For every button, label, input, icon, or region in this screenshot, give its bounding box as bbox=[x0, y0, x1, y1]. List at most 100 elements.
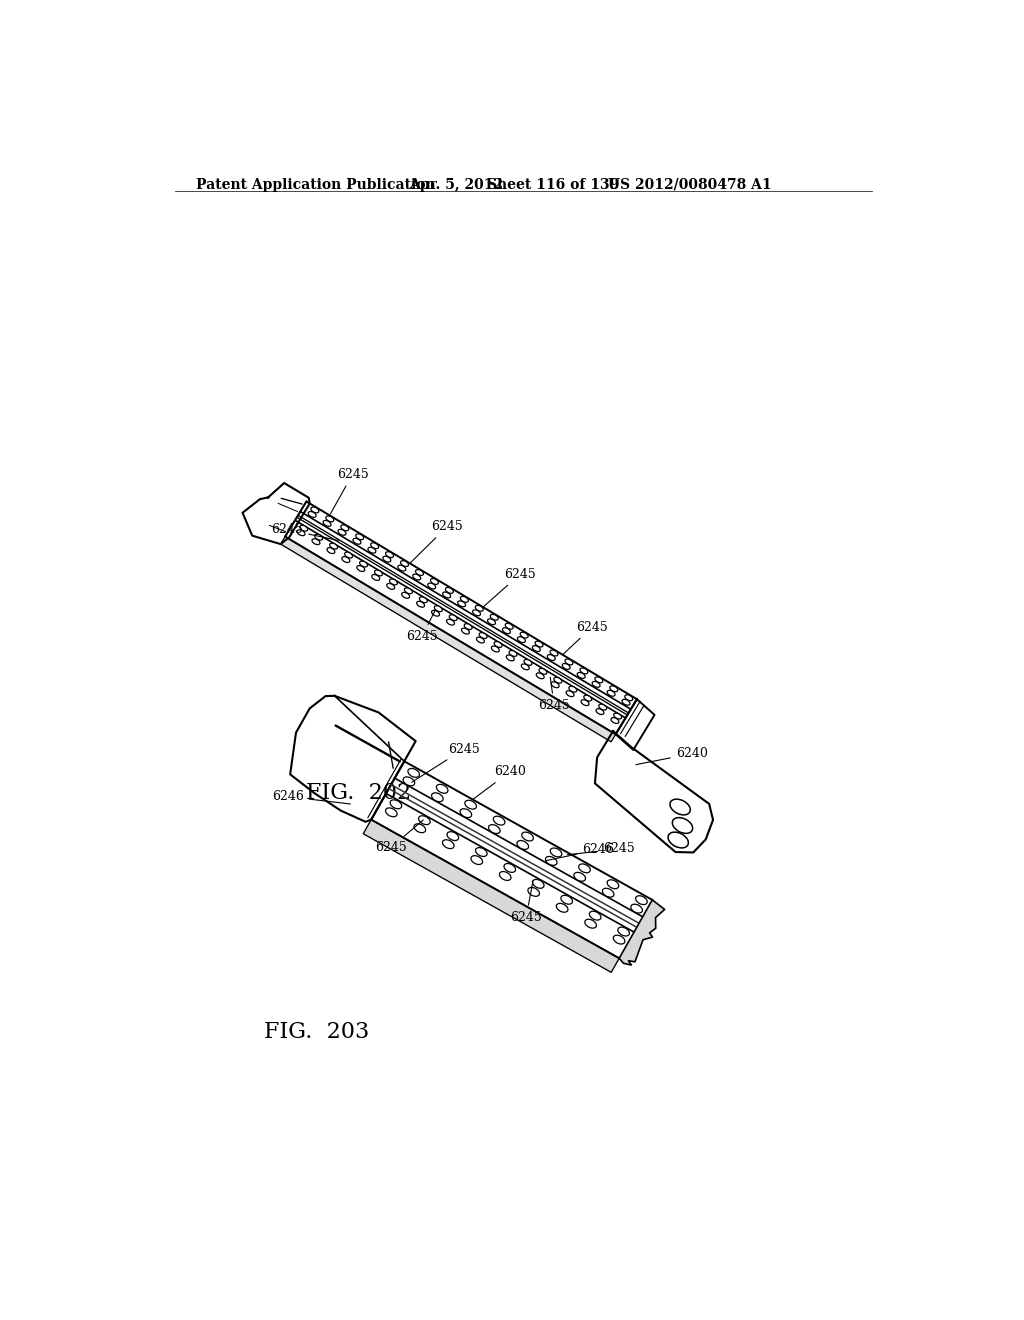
Ellipse shape bbox=[490, 614, 499, 620]
Ellipse shape bbox=[573, 873, 586, 882]
Ellipse shape bbox=[550, 847, 562, 857]
Ellipse shape bbox=[408, 768, 420, 777]
Ellipse shape bbox=[565, 659, 572, 665]
Ellipse shape bbox=[631, 904, 642, 913]
Ellipse shape bbox=[386, 552, 393, 557]
Text: Apr. 5, 2012: Apr. 5, 2012 bbox=[410, 178, 504, 191]
Ellipse shape bbox=[445, 587, 454, 593]
Ellipse shape bbox=[330, 544, 338, 549]
Ellipse shape bbox=[579, 863, 590, 873]
Ellipse shape bbox=[404, 587, 413, 594]
Text: FIG.  202: FIG. 202 bbox=[306, 781, 412, 804]
Ellipse shape bbox=[327, 548, 335, 553]
Ellipse shape bbox=[488, 825, 500, 833]
Ellipse shape bbox=[487, 619, 496, 624]
Ellipse shape bbox=[401, 593, 410, 598]
Ellipse shape bbox=[431, 793, 443, 801]
Text: 6245: 6245 bbox=[483, 568, 537, 607]
Ellipse shape bbox=[324, 520, 331, 527]
Text: 6245: 6245 bbox=[375, 820, 423, 854]
Polygon shape bbox=[364, 820, 620, 973]
Text: Sheet 116 of 139: Sheet 116 of 139 bbox=[486, 178, 620, 191]
Ellipse shape bbox=[670, 799, 690, 814]
Text: FIG.  203: FIG. 203 bbox=[263, 1020, 369, 1043]
Ellipse shape bbox=[566, 690, 574, 697]
Ellipse shape bbox=[458, 601, 466, 607]
Polygon shape bbox=[620, 900, 665, 965]
Ellipse shape bbox=[353, 539, 360, 544]
Ellipse shape bbox=[517, 636, 525, 643]
Ellipse shape bbox=[613, 713, 622, 719]
Ellipse shape bbox=[476, 638, 484, 643]
Ellipse shape bbox=[311, 507, 318, 513]
Ellipse shape bbox=[314, 535, 323, 540]
Polygon shape bbox=[372, 762, 652, 958]
Text: 6245: 6245 bbox=[410, 520, 463, 564]
Ellipse shape bbox=[517, 841, 528, 849]
Ellipse shape bbox=[622, 700, 630, 705]
Polygon shape bbox=[285, 502, 637, 734]
Ellipse shape bbox=[471, 855, 482, 865]
Ellipse shape bbox=[368, 548, 376, 553]
Ellipse shape bbox=[596, 709, 604, 714]
Ellipse shape bbox=[599, 704, 606, 710]
Ellipse shape bbox=[356, 565, 365, 572]
Ellipse shape bbox=[341, 525, 349, 531]
Ellipse shape bbox=[414, 824, 426, 833]
Ellipse shape bbox=[610, 686, 617, 692]
Text: 6245: 6245 bbox=[563, 620, 608, 655]
Text: 6245: 6245 bbox=[271, 523, 339, 540]
Ellipse shape bbox=[355, 533, 364, 540]
Ellipse shape bbox=[387, 583, 394, 589]
Ellipse shape bbox=[419, 816, 430, 825]
Ellipse shape bbox=[532, 645, 541, 652]
Ellipse shape bbox=[446, 619, 455, 626]
Text: 6240: 6240 bbox=[636, 747, 708, 764]
Ellipse shape bbox=[390, 800, 401, 809]
Ellipse shape bbox=[547, 655, 555, 660]
Ellipse shape bbox=[326, 516, 334, 521]
Ellipse shape bbox=[479, 632, 487, 639]
Ellipse shape bbox=[462, 628, 469, 634]
Ellipse shape bbox=[297, 529, 305, 536]
Text: 6245: 6245 bbox=[406, 610, 437, 643]
Ellipse shape bbox=[345, 552, 352, 558]
Ellipse shape bbox=[400, 561, 409, 566]
Ellipse shape bbox=[338, 529, 346, 535]
Ellipse shape bbox=[668, 832, 688, 847]
Ellipse shape bbox=[556, 903, 568, 912]
Polygon shape bbox=[290, 696, 416, 822]
Text: 6245: 6245 bbox=[510, 882, 542, 924]
Text: 6240: 6240 bbox=[473, 766, 525, 800]
Ellipse shape bbox=[371, 543, 379, 549]
Text: 6246: 6246 bbox=[271, 791, 350, 804]
Ellipse shape bbox=[595, 677, 603, 682]
Ellipse shape bbox=[430, 578, 438, 585]
Ellipse shape bbox=[342, 557, 350, 562]
Ellipse shape bbox=[434, 606, 442, 611]
Ellipse shape bbox=[450, 615, 457, 620]
Ellipse shape bbox=[602, 888, 614, 898]
Ellipse shape bbox=[398, 565, 406, 572]
Ellipse shape bbox=[494, 816, 505, 825]
Ellipse shape bbox=[580, 668, 588, 673]
Ellipse shape bbox=[625, 694, 633, 701]
Ellipse shape bbox=[436, 784, 447, 793]
Text: 6246: 6246 bbox=[546, 843, 614, 861]
Polygon shape bbox=[243, 483, 309, 544]
Ellipse shape bbox=[386, 808, 397, 817]
Ellipse shape bbox=[372, 574, 380, 581]
Ellipse shape bbox=[520, 632, 528, 638]
Ellipse shape bbox=[461, 597, 468, 602]
Ellipse shape bbox=[528, 887, 540, 896]
Ellipse shape bbox=[464, 623, 472, 630]
Ellipse shape bbox=[636, 896, 647, 904]
Ellipse shape bbox=[359, 561, 368, 566]
Ellipse shape bbox=[492, 645, 500, 652]
Ellipse shape bbox=[524, 660, 531, 665]
Ellipse shape bbox=[375, 570, 382, 576]
Ellipse shape bbox=[581, 700, 589, 706]
Ellipse shape bbox=[546, 857, 557, 866]
Ellipse shape bbox=[473, 610, 480, 615]
Ellipse shape bbox=[308, 512, 316, 517]
